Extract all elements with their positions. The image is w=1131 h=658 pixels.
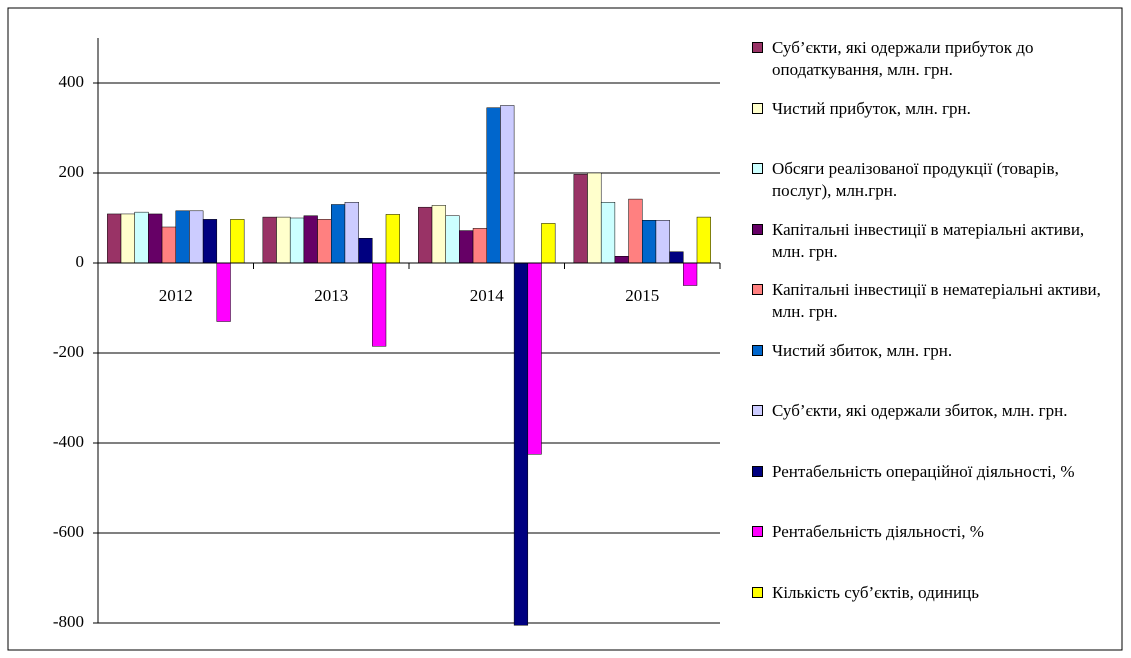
legend-entry: Капітальні інвестиції в матеріальні акти…	[752, 219, 1112, 263]
bar	[303, 215, 318, 264]
bar	[134, 211, 149, 264]
bar	[120, 213, 135, 264]
legend-entry: Рентабельність операційної діяльності, %	[752, 461, 1112, 483]
legend-label: Обсяги реалізованої продукції (товарів, …	[772, 159, 1059, 200]
legend-swatch	[752, 42, 763, 53]
legend-swatch	[752, 465, 763, 477]
legend-entry: Обсяги реалізованої продукції (товарів, …	[752, 158, 1112, 202]
legend-swatch	[752, 223, 763, 235]
legend-entry: Капітальні інвестиції в нематеріальні ак…	[752, 279, 1112, 323]
legend-label: Чистий прибуток, млн. грн.	[772, 98, 971, 118]
frame	[7, 7, 1123, 651]
legend-label: Рентабельність операційної діяльності, %	[772, 461, 1075, 481]
bar	[614, 256, 629, 264]
bar	[262, 216, 277, 264]
bar	[587, 172, 602, 264]
bar	[418, 206, 433, 264]
bar	[230, 219, 245, 264]
legend-entry: Кількість суб’єктів, одиниць	[752, 582, 1112, 604]
legend-label: Капітальні інвестиції в матеріальні акти…	[772, 219, 1085, 261]
bar	[107, 213, 122, 264]
legend-swatch	[752, 163, 763, 174]
bar	[459, 230, 474, 264]
legend-entry: Суб’єкти, які одержали збиток, млн. грн.	[752, 400, 1112, 422]
legend-swatch	[752, 284, 763, 295]
legend-entry: Чистий прибуток, млн. грн.	[752, 98, 1112, 120]
bar	[655, 220, 670, 264]
y-tick-label: -200	[53, 342, 84, 361]
bar	[344, 202, 359, 264]
bar	[513, 262, 529, 626]
bar	[600, 202, 616, 264]
y-tick-label: 400	[59, 72, 85, 91]
y-tick-label: -800	[53, 612, 84, 631]
bar	[628, 198, 643, 264]
bar	[669, 251, 684, 264]
legend-entry: Чистий збиток, млн. грн.	[752, 340, 1112, 362]
x-tick-label: 2012	[159, 286, 193, 305]
legend-swatch	[752, 526, 763, 537]
bar	[161, 226, 176, 264]
bar	[175, 210, 190, 264]
bar	[189, 210, 204, 264]
legend-swatch	[752, 405, 763, 416]
bar	[486, 107, 501, 264]
bar	[216, 262, 231, 322]
legend-label: Капітальні інвестиції в нематеріальні ак…	[772, 280, 1101, 321]
bar	[331, 204, 346, 264]
bar	[500, 105, 515, 264]
bar	[431, 205, 446, 264]
legend-entry: Рентабельність діяльності, %	[752, 521, 1112, 543]
bar	[683, 262, 698, 286]
bar	[148, 213, 163, 264]
legend-swatch	[752, 586, 763, 598]
bar	[372, 262, 387, 347]
y-tick-label: 200	[59, 162, 85, 181]
bar	[642, 220, 657, 264]
bar	[527, 262, 542, 455]
bar	[472, 228, 488, 264]
bar	[696, 216, 711, 264]
x-tick-label: 2015	[625, 286, 659, 305]
legend-swatch	[752, 102, 763, 114]
legend-entry: Суб’єкти, які одержали прибуток до опода…	[752, 37, 1112, 81]
bar	[289, 217, 305, 264]
bar	[276, 216, 291, 264]
legend-label: Кількість суб’єктів, одиниць	[772, 582, 979, 602]
y-tick-label: -400	[53, 432, 84, 451]
bar	[317, 219, 332, 264]
y-tick-label: 0	[76, 252, 85, 271]
bar	[358, 238, 373, 264]
legend-label: Рентабельність діяльності, %	[772, 522, 984, 541]
legend-label: Чистий збиток, млн. грн.	[772, 340, 953, 360]
bar	[541, 223, 556, 264]
legend-label: Суб’єкти, які одержали прибуток до опода…	[772, 38, 1034, 79]
bar	[445, 215, 460, 264]
legend-swatch	[752, 344, 763, 356]
y-tick-label: -600	[53, 522, 84, 541]
x-tick-label: 2014	[470, 286, 505, 305]
legend-label: Суб’єкти, які одержали збиток, млн. грн.	[772, 401, 1068, 420]
bar	[202, 219, 218, 264]
x-tick-label: 2013	[314, 286, 348, 305]
bar	[573, 174, 588, 264]
bar	[385, 214, 400, 264]
